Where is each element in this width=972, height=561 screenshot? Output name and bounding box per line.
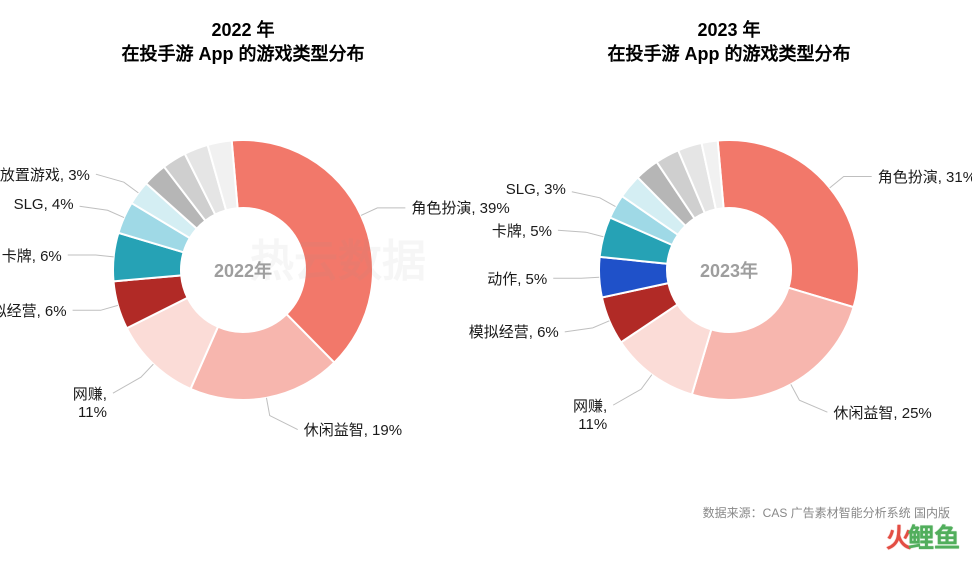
- slice-label-休闲益智: 休闲益智, 25%: [833, 402, 931, 423]
- slice-label-模拟经营: 模拟经营, 6%: [0, 300, 67, 321]
- title-2023: 2023 年 在投手游 App 的游戏类型分布: [486, 18, 972, 67]
- slice-label-SLG: SLG, 4%: [14, 196, 74, 213]
- slice-label-动作: 动作, 5%: [487, 268, 547, 289]
- slice-label-卡牌: 卡牌, 5%: [492, 220, 552, 241]
- panel-2023: 2023 年 在投手游 App 的游戏类型分布 角色扮演, 31% 休闲益智, 2…: [486, 0, 972, 561]
- slice-label-网赚: 网赚, 11%: [73, 383, 107, 421]
- watermark-logo-right: 鲤鱼: [908, 518, 960, 555]
- panel-2022: 2022 年 在投手游 App 的游戏类型分布 角色扮演, 39%休闲益智, 1…: [0, 0, 486, 561]
- slice-label-休闲益智: 休闲益智, 19%: [304, 419, 402, 440]
- donut-center-label-2023: 2023年: [669, 257, 789, 283]
- charts-container: 2022 年 在投手游 App 的游戏类型分布 角色扮演, 39%休闲益智, 1…: [0, 0, 972, 561]
- slice-label-卡牌: 卡牌, 6%: [2, 245, 62, 266]
- donut-center-label-2022: 2022年: [183, 257, 303, 283]
- slice-label-放置游戏: 放置游戏, 3%: [0, 164, 90, 185]
- slice-label-角色扮演: 角色扮演, 31%: [878, 166, 972, 187]
- slice-label-SLG: SLG, 3%: [506, 181, 566, 198]
- slice-休闲益智: [692, 288, 854, 400]
- slice-label-网赚: 网赚, 11%: [573, 395, 607, 433]
- slice-label-模拟经营: 模拟经营, 6%: [469, 321, 559, 342]
- title-2022: 2022 年 在投手游 App 的游戏类型分布: [0, 18, 486, 67]
- watermark-logo: 火 鲤鱼: [886, 518, 960, 555]
